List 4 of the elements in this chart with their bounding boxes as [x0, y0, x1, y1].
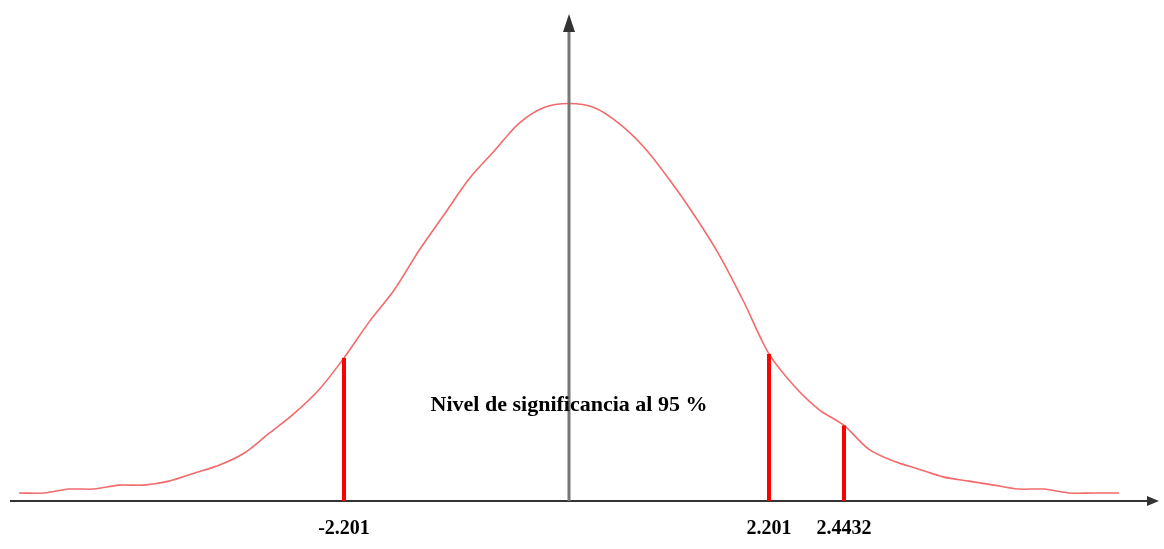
annotation: Nivel de significancia al 95 %	[430, 391, 708, 417]
x-tick-label: -2.201	[318, 516, 370, 539]
x-tick-label: 2.4432	[816, 516, 872, 539]
x-tick-label: 2.201	[746, 516, 792, 539]
